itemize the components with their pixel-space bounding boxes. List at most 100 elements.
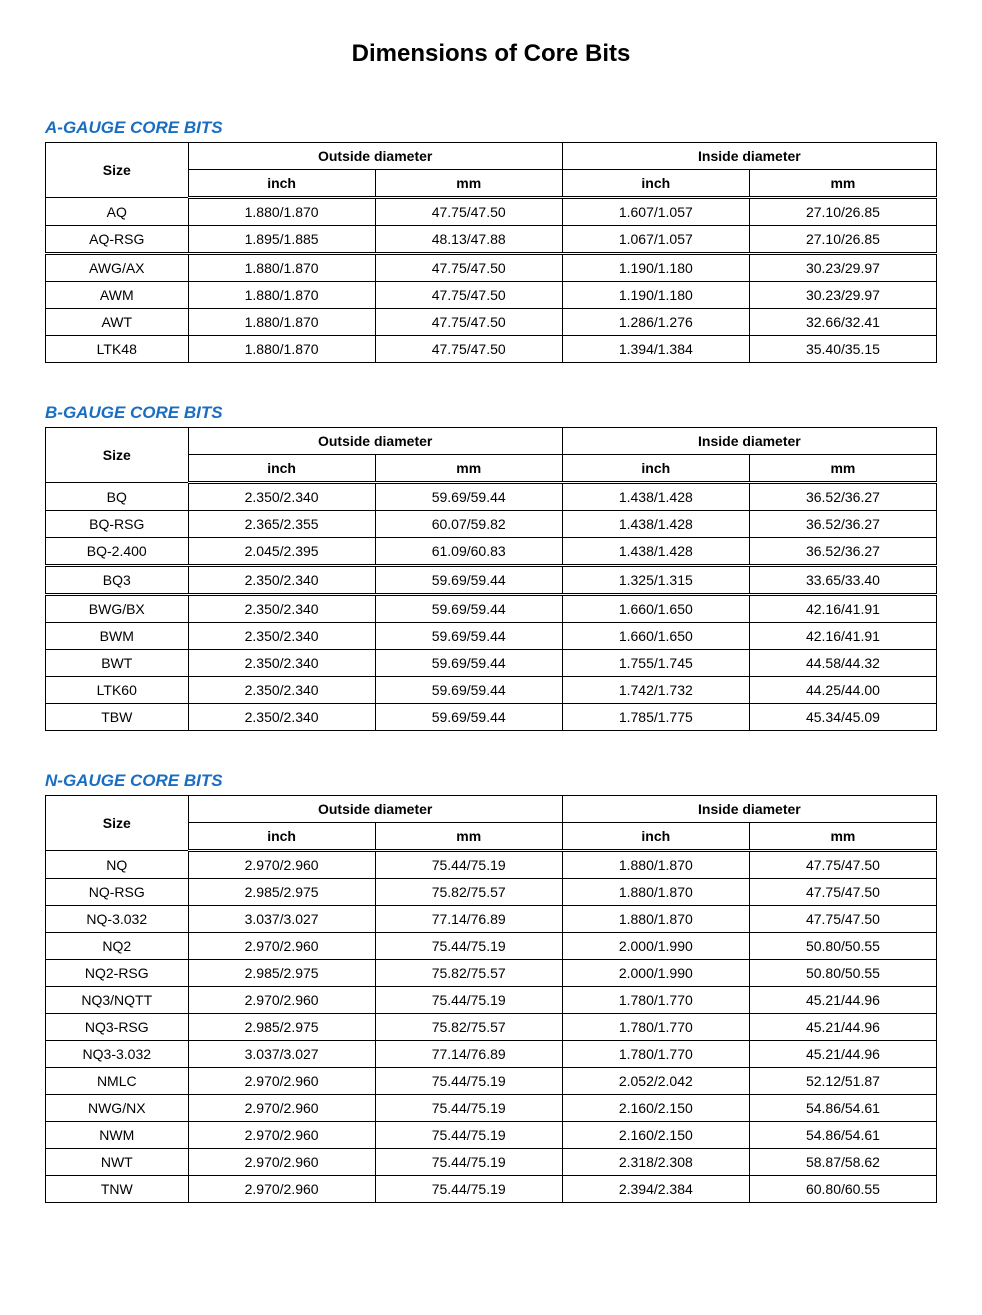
table-row: BQ-RSG2.365/2.35560.07/59.821.438/1.4283… <box>46 511 937 538</box>
col-header-inside-diameter: Inside diameter <box>562 428 936 455</box>
cell-id-inch: 1.067/1.057 <box>562 226 749 254</box>
cell-size: NQ-RSG <box>46 879 189 906</box>
cell-size: AWT <box>46 309 189 336</box>
cell-od-inch: 2.970/2.960 <box>188 1068 375 1095</box>
cell-od-inch: 2.970/2.960 <box>188 1149 375 1176</box>
table-row: LTK602.350/2.34059.69/59.441.742/1.73244… <box>46 677 937 704</box>
cell-od-mm: 75.82/75.57 <box>375 960 562 987</box>
table-row: NQ3/NQTT2.970/2.96075.44/75.191.780/1.77… <box>46 987 937 1014</box>
cell-size: NQ2 <box>46 933 189 960</box>
cell-od-mm: 75.44/75.19 <box>375 1122 562 1149</box>
cell-od-mm: 59.69/59.44 <box>375 677 562 704</box>
cell-id-mm: 36.52/36.27 <box>749 483 936 511</box>
cell-size: NMLC <box>46 1068 189 1095</box>
cell-size: LTK60 <box>46 677 189 704</box>
table-row: AWG/AX1.880/1.87047.75/47.501.190/1.1803… <box>46 254 937 282</box>
cell-id-mm: 50.80/50.55 <box>749 933 936 960</box>
section-title: B-GAUGE CORE BITS <box>45 403 937 423</box>
table-row: NQ3-RSG2.985/2.97575.82/75.571.780/1.770… <box>46 1014 937 1041</box>
cell-id-inch: 1.438/1.428 <box>562 511 749 538</box>
cell-id-inch: 2.052/2.042 <box>562 1068 749 1095</box>
table-row: AQ-RSG1.895/1.88548.13/47.881.067/1.0572… <box>46 226 937 254</box>
cell-od-mm: 59.69/59.44 <box>375 595 562 623</box>
table-row: BWM2.350/2.34059.69/59.441.660/1.65042.1… <box>46 623 937 650</box>
cell-id-mm: 58.87/58.62 <box>749 1149 936 1176</box>
cell-od-inch: 1.880/1.870 <box>188 309 375 336</box>
cell-size: BWM <box>46 623 189 650</box>
col-subheader-id-mm: mm <box>749 823 936 851</box>
cell-id-inch: 1.880/1.870 <box>562 879 749 906</box>
cell-od-mm: 59.69/59.44 <box>375 623 562 650</box>
cell-id-mm: 44.25/44.00 <box>749 677 936 704</box>
cell-od-mm: 75.44/75.19 <box>375 1095 562 1122</box>
cell-id-inch: 1.286/1.276 <box>562 309 749 336</box>
cell-od-inch: 2.970/2.960 <box>188 1122 375 1149</box>
cell-od-mm: 75.44/75.19 <box>375 1149 562 1176</box>
cell-od-mm: 47.75/47.50 <box>375 309 562 336</box>
cell-id-mm: 45.34/45.09 <box>749 704 936 731</box>
cell-id-mm: 27.10/26.85 <box>749 226 936 254</box>
col-header-size: Size <box>46 428 189 483</box>
col-subheader-od-mm: mm <box>375 455 562 483</box>
cell-id-inch: 2.000/1.990 <box>562 960 749 987</box>
cell-od-mm: 75.44/75.19 <box>375 933 562 960</box>
cell-id-inch: 2.160/2.150 <box>562 1095 749 1122</box>
cell-id-mm: 45.21/44.96 <box>749 987 936 1014</box>
cell-id-inch: 1.660/1.650 <box>562 595 749 623</box>
cell-id-inch: 1.880/1.870 <box>562 906 749 933</box>
col-subheader-id-inch: inch <box>562 823 749 851</box>
table-row: LTK481.880/1.87047.75/47.501.394/1.38435… <box>46 336 937 363</box>
col-header-size: Size <box>46 143 189 198</box>
cell-od-inch: 1.880/1.870 <box>188 198 375 226</box>
cell-size: LTK48 <box>46 336 189 363</box>
col-header-inside-diameter: Inside diameter <box>562 143 936 170</box>
cell-od-inch: 2.985/2.975 <box>188 960 375 987</box>
cell-size: NQ3-RSG <box>46 1014 189 1041</box>
col-subheader-od-inch: inch <box>188 455 375 483</box>
cell-od-inch: 2.985/2.975 <box>188 1014 375 1041</box>
cell-id-inch: 1.880/1.870 <box>562 851 749 879</box>
cell-id-mm: 35.40/35.15 <box>749 336 936 363</box>
cell-size: NWM <box>46 1122 189 1149</box>
table-row: NQ3-3.0323.037/3.02777.14/76.891.780/1.7… <box>46 1041 937 1068</box>
cell-od-mm: 59.69/59.44 <box>375 566 562 595</box>
cell-od-mm: 75.82/75.57 <box>375 879 562 906</box>
cell-id-mm: 60.80/60.55 <box>749 1176 936 1203</box>
cell-od-inch: 2.985/2.975 <box>188 879 375 906</box>
cell-size: AWG/AX <box>46 254 189 282</box>
cell-od-inch: 1.880/1.870 <box>188 254 375 282</box>
col-subheader-id-inch: inch <box>562 455 749 483</box>
table-row: NMLC2.970/2.96075.44/75.192.052/2.04252.… <box>46 1068 937 1095</box>
cell-id-inch: 1.438/1.428 <box>562 538 749 566</box>
cell-od-mm: 61.09/60.83 <box>375 538 562 566</box>
cell-od-inch: 2.350/2.340 <box>188 566 375 595</box>
table-row: NWG/NX2.970/2.96075.44/75.192.160/2.1505… <box>46 1095 937 1122</box>
col-subheader-id-inch: inch <box>562 170 749 198</box>
cell-od-inch: 2.970/2.960 <box>188 933 375 960</box>
cell-od-inch: 2.350/2.340 <box>188 650 375 677</box>
cell-size: BWT <box>46 650 189 677</box>
cell-size: NWG/NX <box>46 1095 189 1122</box>
cell-id-mm: 27.10/26.85 <box>749 198 936 226</box>
table-row: NWM2.970/2.96075.44/75.192.160/2.15054.8… <box>46 1122 937 1149</box>
cell-id-mm: 47.75/47.50 <box>749 851 936 879</box>
cell-od-mm: 59.69/59.44 <box>375 483 562 511</box>
cell-id-inch: 1.394/1.384 <box>562 336 749 363</box>
cell-size: AWM <box>46 282 189 309</box>
cell-id-inch: 1.780/1.770 <box>562 1041 749 1068</box>
cell-id-mm: 30.23/29.97 <box>749 282 936 309</box>
cell-od-inch: 2.045/2.395 <box>188 538 375 566</box>
col-header-size: Size <box>46 796 189 851</box>
cell-od-mm: 75.44/75.19 <box>375 987 562 1014</box>
cell-id-inch: 1.742/1.732 <box>562 677 749 704</box>
table-row: AWM1.880/1.87047.75/47.501.190/1.18030.2… <box>46 282 937 309</box>
cell-od-mm: 77.14/76.89 <box>375 906 562 933</box>
cell-od-inch: 2.350/2.340 <box>188 677 375 704</box>
col-header-outside-diameter: Outside diameter <box>188 143 562 170</box>
cell-size: NQ2-RSG <box>46 960 189 987</box>
cell-od-mm: 47.75/47.50 <box>375 282 562 309</box>
cell-od-inch: 1.880/1.870 <box>188 282 375 309</box>
table-row: BQ2.350/2.34059.69/59.441.438/1.42836.52… <box>46 483 937 511</box>
col-subheader-id-mm: mm <box>749 170 936 198</box>
cell-od-mm: 75.82/75.57 <box>375 1014 562 1041</box>
